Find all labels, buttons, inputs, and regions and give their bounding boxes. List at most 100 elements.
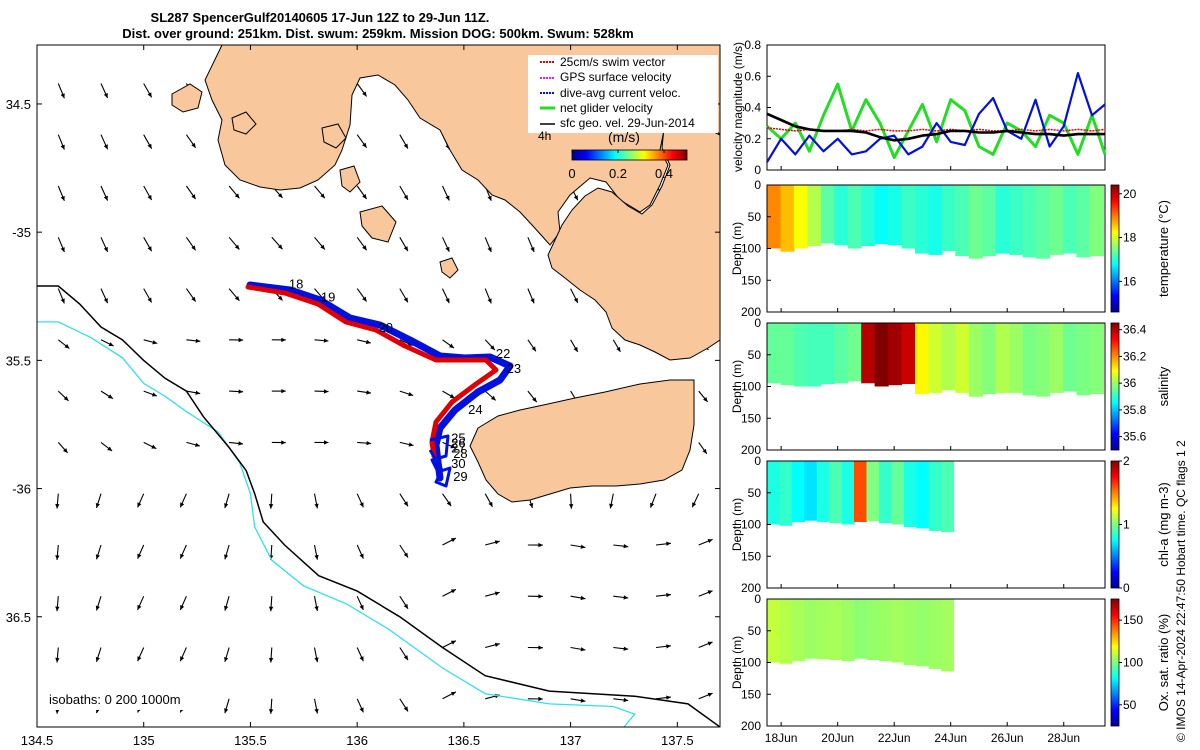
day-label: 27 <box>451 441 465 456</box>
section-y-tick-label: 0 <box>754 178 761 192</box>
velocity-arrow <box>442 339 455 349</box>
velocity-arrow <box>655 592 671 598</box>
section-cell <box>874 323 889 387</box>
section-cell <box>767 323 782 384</box>
section-colorbar-label: temperature (°C) <box>1156 200 1171 297</box>
velocity-arrow <box>137 493 145 508</box>
section-cell <box>829 461 843 524</box>
map-frame <box>36 44 721 728</box>
velocity-arrow <box>570 339 579 353</box>
section-colorbar <box>1110 184 1120 313</box>
velocity-arrow <box>356 595 364 611</box>
section-y-tick-label: 150 <box>741 687 761 701</box>
section-cell <box>854 461 867 522</box>
velocity-y-tick-label: 0.8 <box>744 38 761 52</box>
section-cell <box>767 599 780 663</box>
section-cell <box>807 323 822 387</box>
section-y-tick-label: 200 <box>741 305 761 319</box>
island-3 <box>321 123 347 149</box>
section-cell <box>1049 185 1064 255</box>
velocity-arrow <box>698 442 708 455</box>
velocity-arrow <box>268 493 274 509</box>
time-tick-label: 24Jun <box>934 731 967 745</box>
time-tick-label: 22Jun <box>878 731 911 745</box>
section-colorbar-tick-label: 36 <box>1123 376 1137 390</box>
isobath-200m <box>37 285 720 727</box>
velocity-arrow <box>609 493 614 509</box>
velocity-arrow <box>100 237 109 253</box>
section-cell <box>791 461 805 522</box>
colorbar-gradient <box>571 149 688 161</box>
velocity-arrow <box>179 595 187 611</box>
legend-item-net: net glider velocity <box>560 101 653 115</box>
velocity-arrow <box>698 590 713 597</box>
section-y-tick-label: 100 <box>741 380 761 394</box>
track-blue-loops <box>428 434 452 488</box>
section-panel-3: 0 50 100 150 200 Depth (m) 2 1 0 chl-a (mg m-3) <box>730 454 1171 595</box>
velocity-arrow <box>100 339 114 347</box>
velocity-arrow <box>229 441 244 446</box>
section-cell <box>780 185 795 252</box>
velocity-arrow <box>484 288 492 304</box>
velocity-arrow <box>100 390 114 400</box>
velocity-arrow <box>224 698 230 714</box>
velocity-y-tick-label: 0.2 <box>744 132 761 146</box>
day-label: 28 <box>453 446 467 461</box>
section-cell <box>1062 323 1077 392</box>
velocity-arrow <box>356 236 368 251</box>
velocity-arrow <box>527 288 535 304</box>
section-cell <box>1022 323 1037 396</box>
velocity-arrow <box>527 237 535 253</box>
section-cell <box>916 461 930 529</box>
velocity-arrow <box>691 493 700 508</box>
section-cell <box>780 323 795 386</box>
section-cell <box>1009 323 1024 393</box>
map-x-tick-label: 137 <box>560 733 582 748</box>
section-y-tick-label: 0 <box>754 316 761 330</box>
velocity-arrow <box>137 595 145 611</box>
velocity-arrow <box>356 134 368 149</box>
velocity-arrow <box>356 83 368 97</box>
velocity-arrow <box>485 591 500 597</box>
velocity-arrow <box>442 390 455 399</box>
velocity-arrow <box>137 647 145 662</box>
section-y-tick-label: 200 <box>741 719 761 733</box>
section-cell <box>995 185 1010 254</box>
velocity-arrow <box>137 544 145 559</box>
section-ylabel: Depth (m) <box>730 636 744 689</box>
section-cell <box>829 599 843 660</box>
velocity-arrow <box>143 441 157 450</box>
map-x-tick-label: 134.5 <box>21 733 54 748</box>
velocity-arrow <box>399 698 409 712</box>
section-cell <box>928 323 943 393</box>
velocity-arrow <box>399 134 409 149</box>
section-y-tick-label: 200 <box>741 581 761 595</box>
velocity-arrow <box>179 544 187 559</box>
legend-item-gps: GPS surface velocity <box>560 70 671 84</box>
velocity-series-1 <box>766 71 1106 163</box>
time-tick-label: 18Jun <box>765 731 798 745</box>
section-cell <box>861 185 876 246</box>
section-cell <box>941 323 956 391</box>
velocity-arrow <box>271 440 286 445</box>
day-label: 25 <box>451 430 465 445</box>
section-panel-1: 0 50 100 150 200 Depth (m) 20 18 16 temperature (… <box>730 178 1171 319</box>
map-y-tick-label: 34.5 <box>6 97 31 112</box>
velocity-arrow <box>314 185 326 199</box>
legend-item-dive: dive-avg current veloc. <box>560 86 681 100</box>
section-cell <box>866 461 880 522</box>
velocity-arrow <box>527 696 543 702</box>
velocity-arrow <box>186 390 201 395</box>
velocity-series-0 <box>766 127 1106 132</box>
velocity-arrow <box>179 493 187 508</box>
velocity-arrow <box>399 544 409 558</box>
velocity-arrow <box>698 538 713 546</box>
velocity-arrow <box>55 596 60 612</box>
section-cell <box>791 599 805 662</box>
velocity-arrow <box>399 441 414 447</box>
velocity-arrow <box>613 595 629 600</box>
velocity-arrow <box>357 441 372 446</box>
velocity-arrow <box>570 595 586 601</box>
section-cell <box>816 599 830 660</box>
